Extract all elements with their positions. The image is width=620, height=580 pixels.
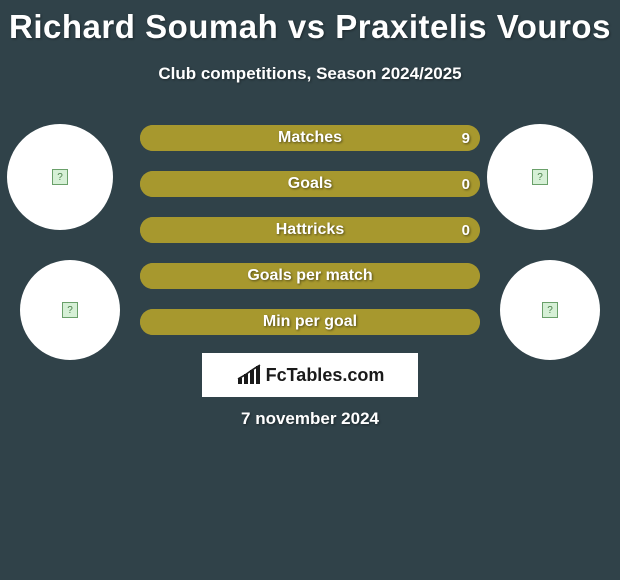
stat-bar-label: Matches [140, 125, 480, 151]
brand-text: FcTables.com [266, 365, 385, 386]
stat-bar-label: Goals [140, 171, 480, 197]
comparison-title: Richard Soumah vs Praxitelis Vouros [0, 0, 620, 46]
stat-bar-label: Hattricks [140, 217, 480, 243]
stat-bar-label: Min per goal [140, 309, 480, 335]
stat-bar: Min per goal [140, 309, 480, 335]
snapshot-date: 7 november 2024 [0, 409, 620, 429]
stat-bar-label: Goals per match [140, 263, 480, 289]
player2-avatar-bottom: ? [500, 260, 600, 360]
player1-avatar-top: ? [7, 124, 113, 230]
image-placeholder-icon: ? [62, 302, 78, 318]
image-placeholder-icon: ? [52, 169, 68, 185]
stat-bar: Hattricks0 [140, 217, 480, 243]
stat-bars-container: Matches9Goals0Hattricks0Goals per matchM… [140, 125, 480, 355]
stat-bar-right-value: 0 [462, 171, 470, 197]
stat-bar-right-value: 0 [462, 217, 470, 243]
stat-bar: Goals0 [140, 171, 480, 197]
stat-bar: Matches9 [140, 125, 480, 151]
brand-chart-icon [236, 364, 262, 386]
player2-avatar-top: ? [487, 124, 593, 230]
stat-bar: Goals per match [140, 263, 480, 289]
player1-avatar-bottom: ? [20, 260, 120, 360]
image-placeholder-icon: ? [532, 169, 548, 185]
brand-badge: FcTables.com [202, 353, 418, 397]
image-placeholder-icon: ? [542, 302, 558, 318]
comparison-subtitle: Club competitions, Season 2024/2025 [0, 64, 620, 84]
stat-bar-right-value: 9 [462, 125, 470, 151]
